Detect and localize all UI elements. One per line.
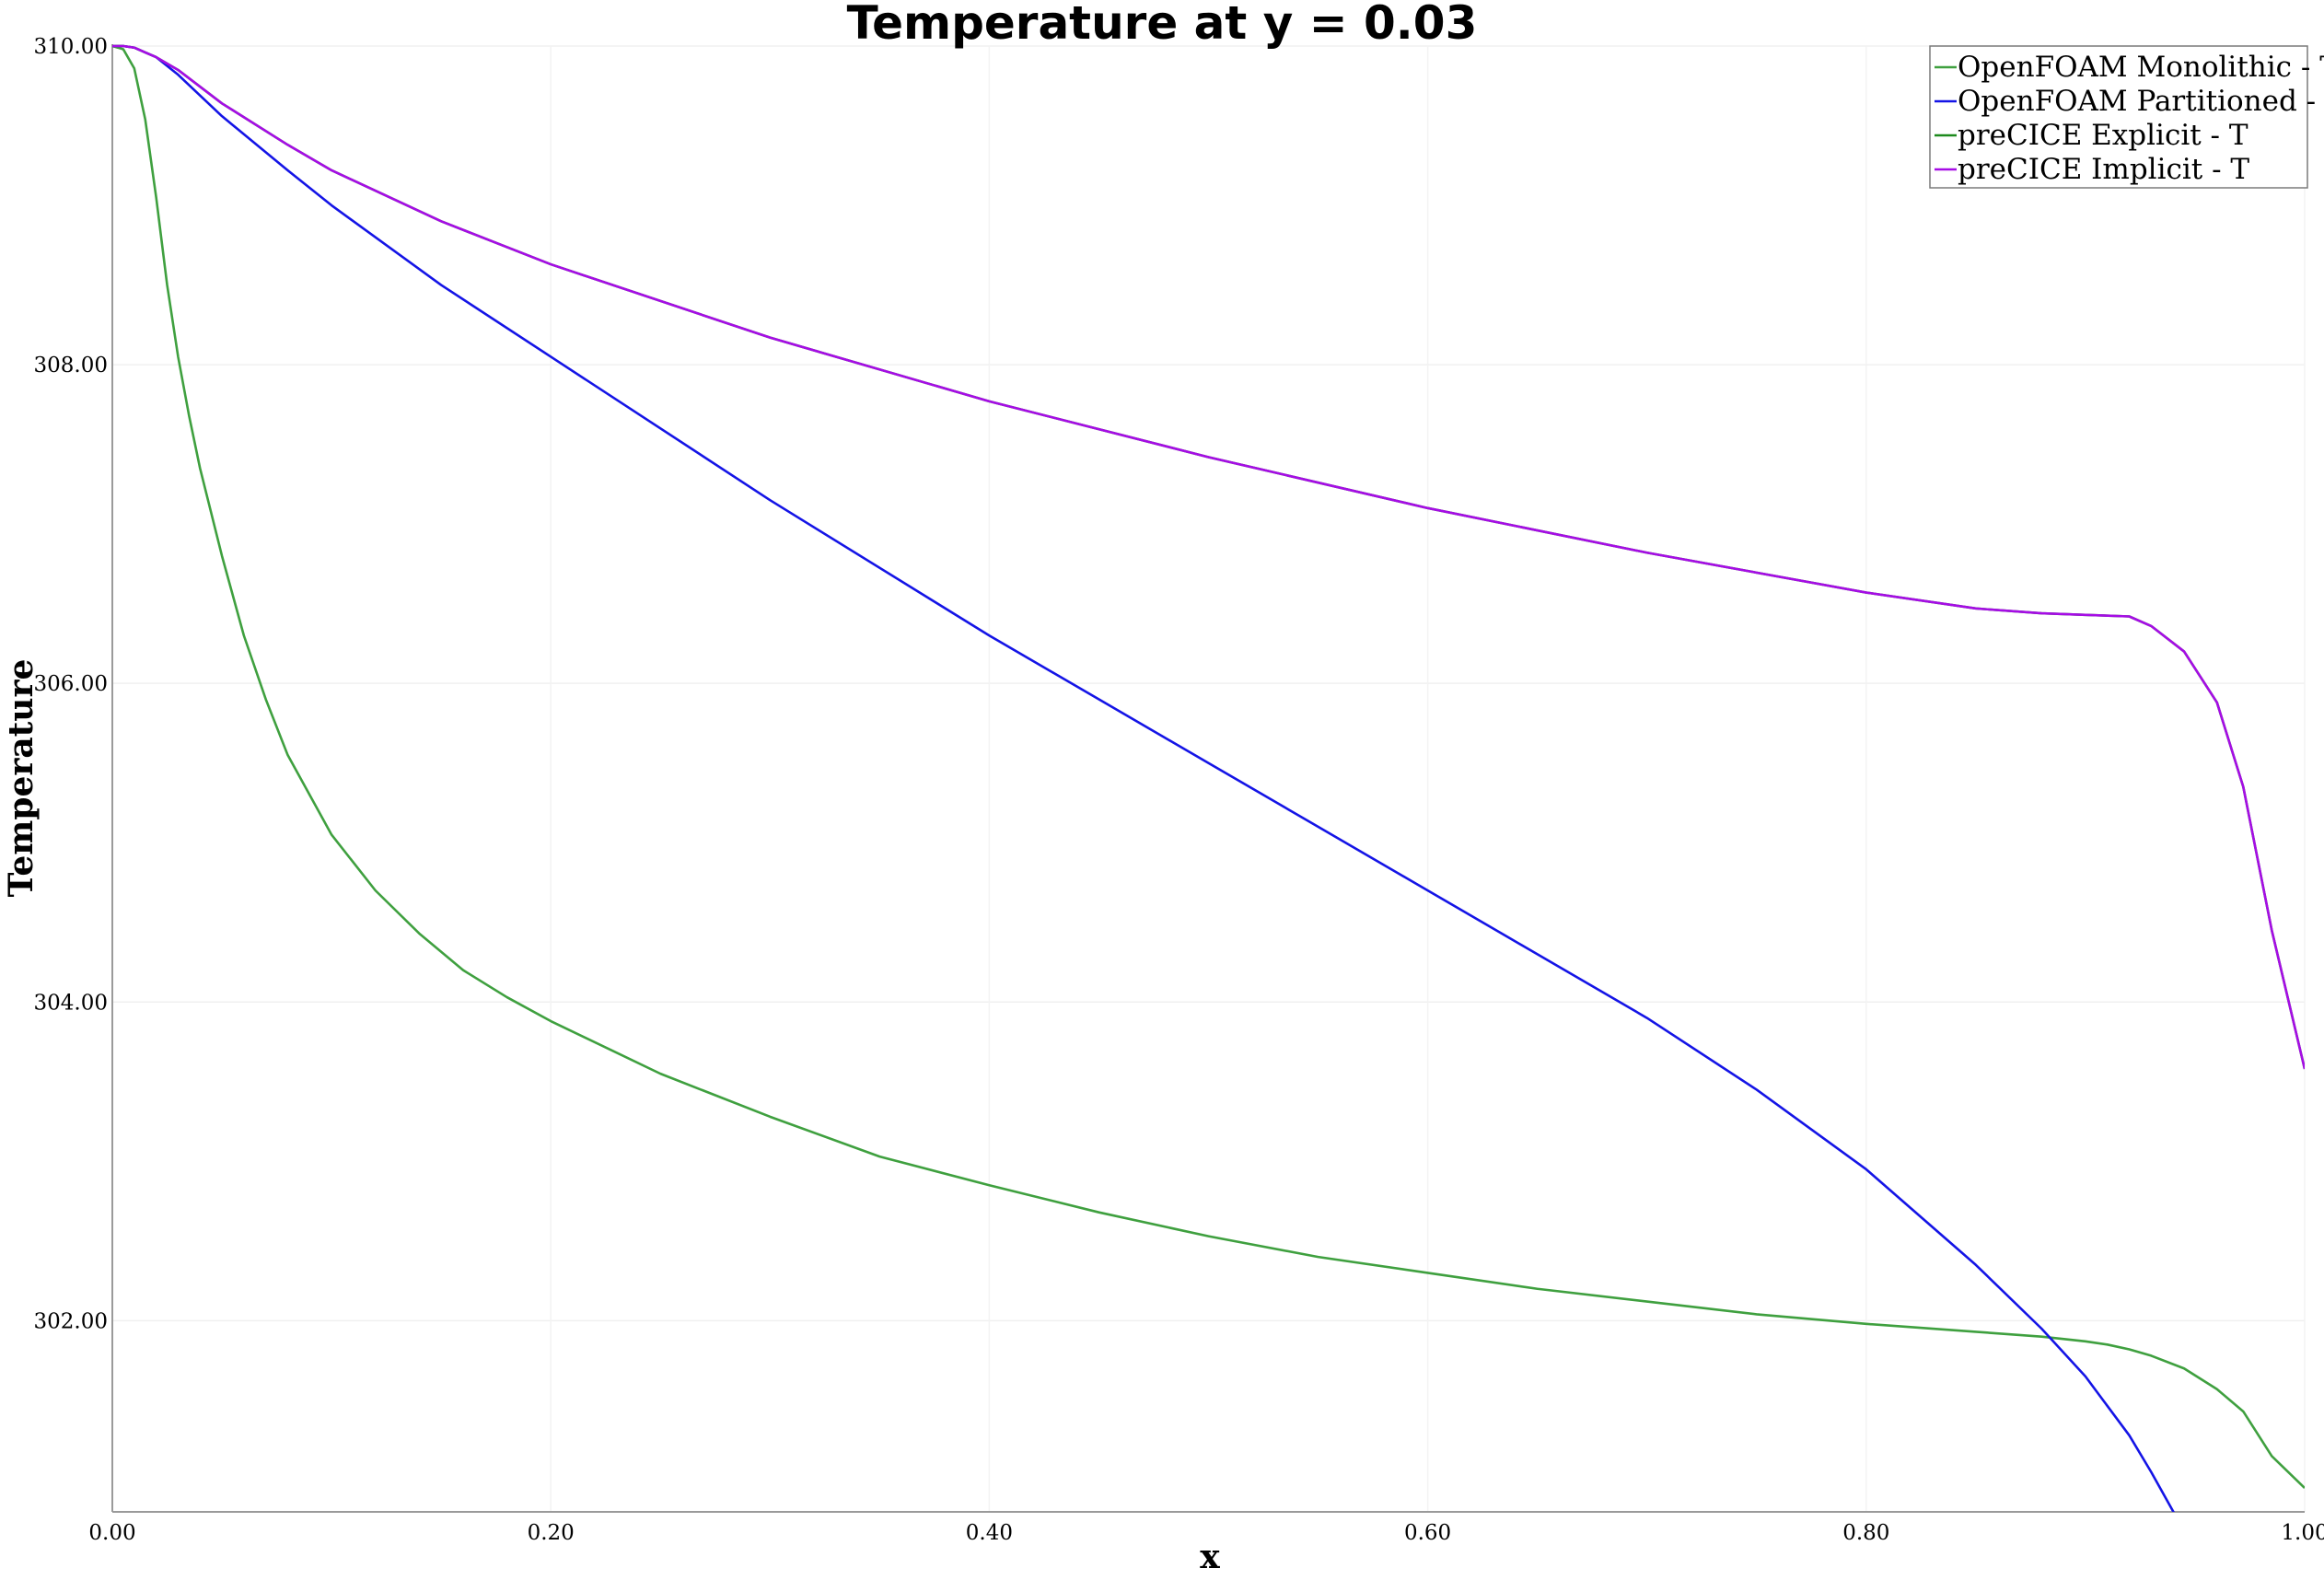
y-tick-label: 310.00 [34, 35, 108, 59]
chart-title: Temperature at y = 0.03 [847, 0, 1478, 50]
y-axis-label: Temperature [2, 659, 41, 898]
series-line-3 [112, 44, 2305, 1070]
x-tick-label: 0.60 [1404, 1521, 1451, 1545]
tick-labels: 302.00 304.00 306.00 308.00 310.00 0.00 0.20 0.… [34, 35, 2324, 1545]
x-axis-label: x [1200, 1538, 1220, 1576]
grid-lines [111, 45, 2306, 1512]
series-line-4 [112, 44, 2305, 1070]
x-tick-label: 1.00 [2281, 1521, 2324, 1545]
legend-box [1929, 45, 2308, 189]
legend-label: preCICE Implicit - T [1958, 153, 2249, 186]
series-lines [112, 44, 2305, 1512]
legend-label: preCICE Explicit - T [1958, 119, 2248, 152]
series-line-1 [112, 44, 2305, 1489]
x-tick-label: 0.40 [966, 1521, 1013, 1545]
legend-label: OpenFOAM Partitioned - T [1958, 85, 2324, 118]
y-tick-label: 304.00 [34, 991, 108, 1015]
series-line-2 [112, 44, 2175, 1512]
axes [111, 44, 2305, 1513]
legend-label: OpenFOAM Monolithic - T [1958, 51, 2324, 84]
y-tick-label: 308.00 [34, 354, 108, 378]
x-tick-label: 0.20 [528, 1521, 575, 1545]
x-tick-label: 0.80 [1842, 1521, 1889, 1545]
y-tick-label: 306.00 [34, 672, 108, 696]
x-tick-label: 0.00 [88, 1521, 135, 1545]
y-tick-label: 302.00 [34, 1309, 108, 1333]
